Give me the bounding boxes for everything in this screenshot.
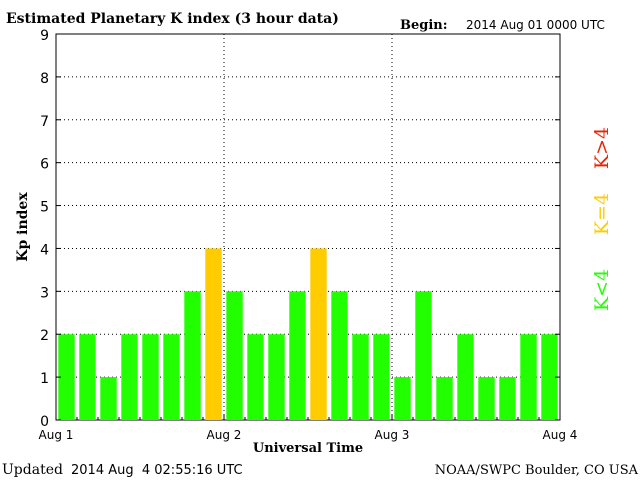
y-tick-label: 2 [40,328,49,344]
begin-label: Begin: [400,18,448,33]
bar [226,291,243,420]
bar [268,334,285,420]
bar [499,377,516,420]
bar [121,334,138,420]
bar [520,334,537,420]
y-tick-label: 5 [40,200,49,216]
y-tick-label: 1 [40,371,49,387]
y-tick-label: 8 [40,71,49,87]
updated-value: 2014 Aug 4 02:55:16 UTC [71,463,243,478]
bar [184,291,201,420]
y-tick-label: 7 [40,114,49,130]
bars-group [58,248,558,420]
bar [310,248,327,420]
bar [352,334,369,420]
y-tick-label: 3 [40,285,49,301]
begin-value: 2014 Aug 01 0000 UTC [466,18,605,32]
chart-title: Estimated Planetary K index (3 hour data… [6,11,339,27]
source-credit: NOAA/SWPC Boulder, CO USA [435,463,639,478]
y-tick-label: 0 [40,414,49,430]
bar [457,334,474,420]
bar [394,377,411,420]
y-tick-label: 6 [40,157,49,173]
updated-label: Updated [2,462,63,478]
bar [478,377,495,420]
legend-equal: K=4 [591,193,613,235]
bar [100,377,117,420]
bar [58,334,75,420]
bar [163,334,180,420]
bar [289,291,306,420]
plot-area [55,33,561,421]
y-tick-label: 9 [40,28,49,44]
bar [79,334,96,420]
legend-high: K>4 [591,127,613,169]
legend-low: K<4 [591,269,613,311]
bar [205,248,222,420]
x-tick-label: Aug 1 [39,428,74,442]
bar [415,291,432,420]
bar [373,334,390,420]
bar [247,334,264,420]
bar [436,377,453,420]
x-tick-label: Aug 2 [207,428,242,442]
bar [541,334,558,420]
bar [142,334,159,420]
x-axis-ticks: Aug 1 Aug 2 Aug 3 Aug 4 [39,414,578,442]
y-axis-label: Kp index [15,192,31,262]
y-axis-ticks: 0 1 2 3 4 5 6 7 8 9 [40,28,560,430]
grid-lines [56,33,560,420]
y-tick-label: 4 [40,242,49,258]
x-axis-label: Universal Time [253,441,363,456]
x-tick-label: Aug 3 [375,428,410,442]
bar [331,291,348,420]
x-tick-label: Aug 4 [543,428,578,442]
